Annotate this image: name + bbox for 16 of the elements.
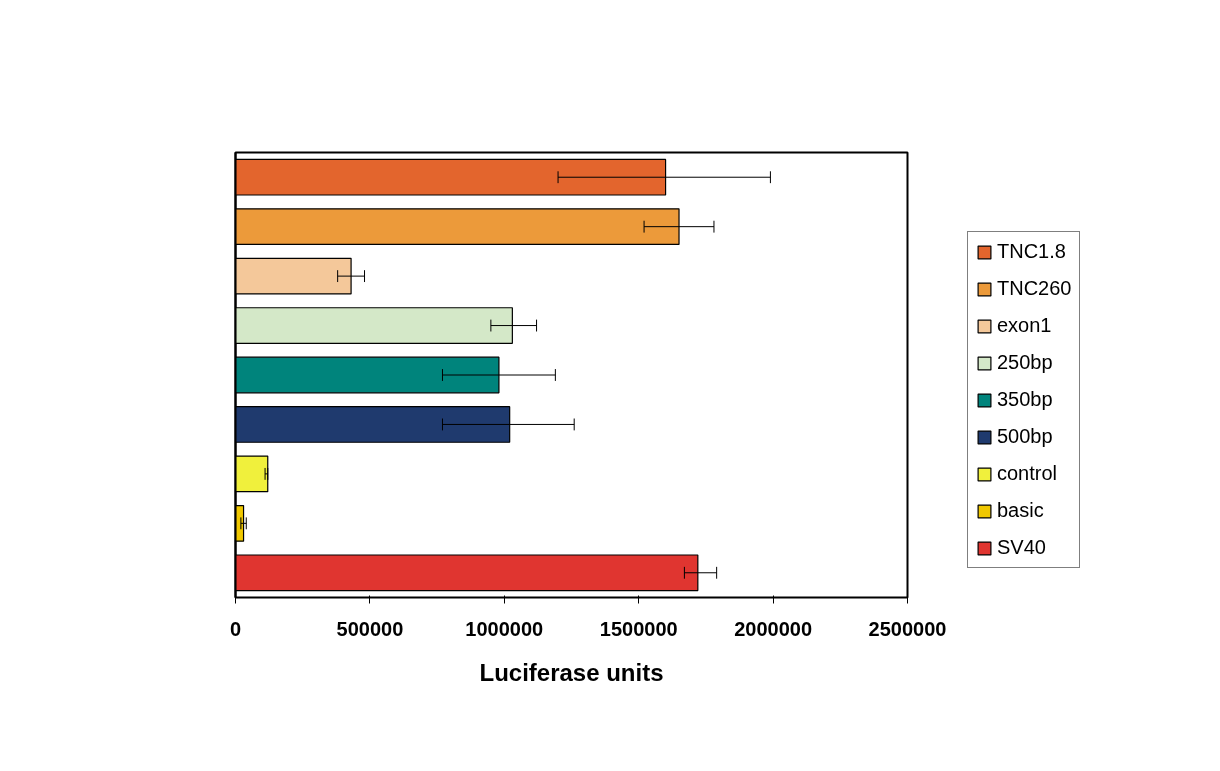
legend-label: control	[997, 462, 1058, 485]
x-tick-label: 500000	[336, 617, 404, 640]
legend-label: basic	[997, 499, 1044, 522]
x-tick-label: 2500000	[868, 617, 947, 640]
legend-label: 250bp	[997, 351, 1053, 374]
x-tick-label: 0	[229, 617, 242, 640]
legend-label: SV40	[997, 536, 1046, 559]
legend-label: 500bp	[997, 425, 1053, 448]
x-tick-label: 2000000	[734, 617, 813, 640]
legend-label: 350bp	[997, 388, 1053, 411]
legend-label: TNC260	[997, 277, 1072, 300]
x-tick-label: 1500000	[599, 617, 678, 640]
x-tick-label: 1000000	[465, 617, 544, 640]
legend-label: TNC1.8	[997, 240, 1066, 263]
legend-label: exon1	[997, 314, 1052, 337]
x-axis-title: Luciferase units	[479, 658, 664, 686]
